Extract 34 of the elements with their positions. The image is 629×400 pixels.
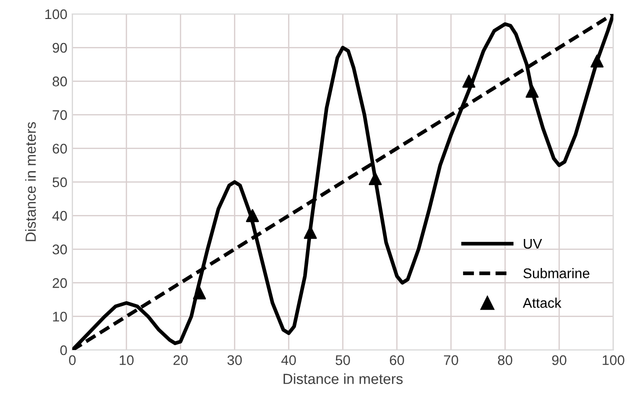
y-tick-label: 70 xyxy=(52,110,67,120)
x-tick-label: 20 xyxy=(174,355,188,366)
x-tick-label: 30 xyxy=(227,355,242,366)
x-tick-label: 40 xyxy=(281,355,296,366)
legend-label: Submarine xyxy=(523,268,590,278)
point xyxy=(462,74,476,88)
x-tick-label: 70 xyxy=(444,355,458,366)
y-tick-label: 80 xyxy=(52,76,67,86)
x-tick-label: 10 xyxy=(120,355,134,366)
x-tick-label: 100 xyxy=(602,355,624,366)
y-tick-label: 10 xyxy=(53,312,67,322)
point xyxy=(192,286,206,300)
legend-label: UV xyxy=(524,238,542,249)
x-tick-label: 0 xyxy=(69,355,76,366)
x-tick-label: 80 xyxy=(498,355,512,366)
point xyxy=(304,226,317,239)
x-tick-label: 60 xyxy=(390,355,404,366)
y-tick-label: 100 xyxy=(45,9,67,20)
x-tick-label: 50 xyxy=(336,355,350,366)
y-tick-label: 30 xyxy=(52,244,67,254)
y-tick-label: 60 xyxy=(52,144,67,154)
y-tick-label: 50 xyxy=(52,177,67,188)
y-tick-label: 40 xyxy=(52,210,67,221)
point xyxy=(590,54,604,68)
point xyxy=(368,172,382,186)
x-tick-label: 90 xyxy=(552,355,566,366)
legend-label: Attack xyxy=(522,298,562,308)
y-tick-label: 90 xyxy=(52,42,67,53)
y-axis-title: Distance in meters xyxy=(25,122,36,242)
point xyxy=(246,209,259,222)
y-tick-label: 20 xyxy=(52,278,67,288)
y-tick-label: 0 xyxy=(60,345,67,356)
point xyxy=(526,84,539,98)
x-axis-title: Distance in meters xyxy=(284,373,403,384)
